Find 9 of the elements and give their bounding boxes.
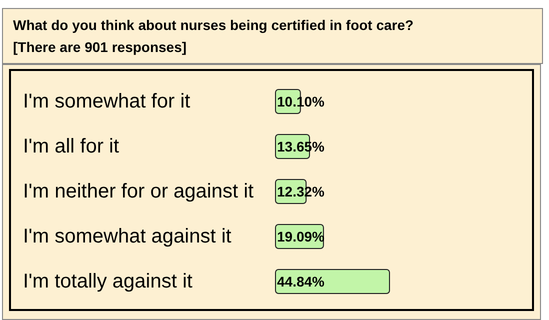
bar (275, 269, 390, 294)
text: [There are 901 responses] (13, 39, 187, 55)
chart-title: What do you think about nurses being certified in foot care? (13, 17, 414, 33)
data-label: 44.84% (277, 274, 326, 290)
y-tick-label: I'm totally against it (23, 270, 193, 292)
y-tick-label: I'm neither for or against it (23, 180, 254, 202)
y-tick-label: I'm somewhat for it (23, 90, 191, 112)
y-tick-label: I'm all for it (23, 136, 120, 158)
y-tick-label: I'm somewhat against it (23, 226, 232, 248)
